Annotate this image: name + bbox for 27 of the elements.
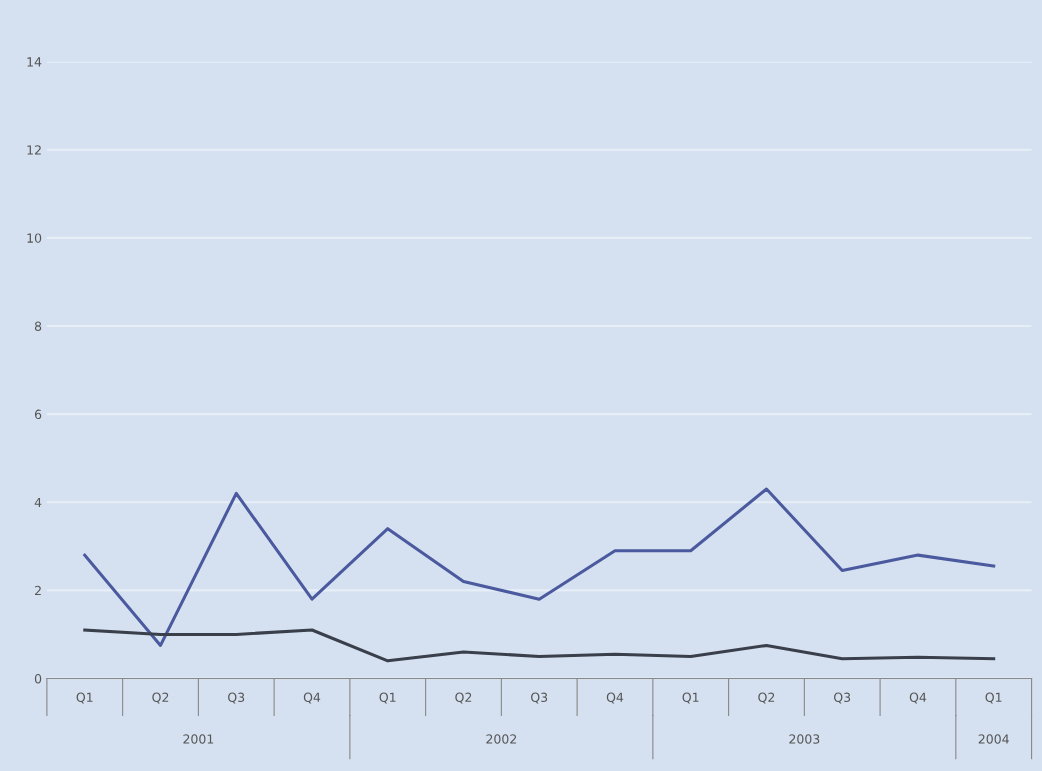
x-tick-label: Q1 bbox=[985, 692, 1002, 704]
text: 2003 bbox=[789, 734, 820, 744]
y-tick-label: 10 bbox=[27, 233, 42, 243]
x-tick-label: Q3 bbox=[228, 692, 245, 704]
x-tick-label: Q2 bbox=[758, 692, 775, 704]
y-tick-label: 12 bbox=[27, 145, 41, 155]
y-tick-label: 4 bbox=[34, 497, 42, 507]
x-tick-label: Q1 bbox=[379, 692, 396, 704]
x-tick-label: Q3 bbox=[531, 692, 548, 704]
text: 2002 bbox=[486, 734, 517, 744]
x-tick-label: Q4 bbox=[606, 692, 624, 704]
line-series bbox=[83, 487, 996, 647]
x-tick-label: Q4 bbox=[909, 692, 927, 704]
text: 2001 bbox=[183, 734, 214, 744]
line-series bbox=[83, 628, 996, 663]
x-tick-label: Q2 bbox=[455, 692, 472, 704]
y-tick-label: 0 bbox=[34, 673, 42, 684]
x-tick-label: Q3 bbox=[834, 692, 851, 704]
x-tick-label: Q4 bbox=[303, 692, 321, 704]
x-tick-label: Q1 bbox=[76, 692, 93, 704]
y-tick-label: 6 bbox=[34, 409, 42, 420]
y-tick-label: 8 bbox=[34, 321, 42, 331]
y-tick-label: 2 bbox=[34, 585, 41, 596]
text: 2004 bbox=[978, 734, 1009, 744]
x-tick-label: Q1 bbox=[682, 692, 699, 704]
x-tick-label: Q2 bbox=[152, 692, 169, 704]
y-tick-label: 14 bbox=[27, 57, 42, 67]
